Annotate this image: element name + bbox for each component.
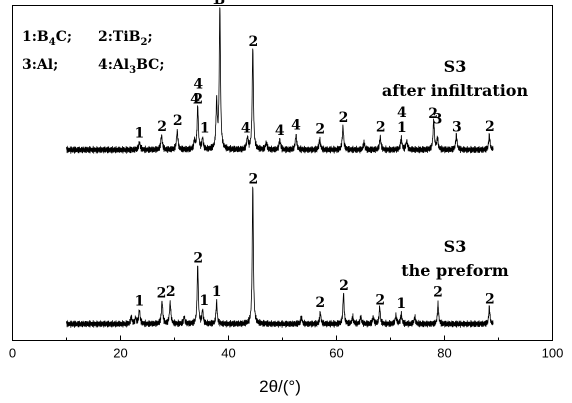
legend-number: 2: bbox=[98, 29, 113, 45]
legend-subscript: 4 bbox=[49, 37, 56, 48]
peak-label: 4 bbox=[397, 105, 407, 121]
peak-label: 1 bbox=[396, 296, 406, 312]
peak-label: 2 bbox=[157, 119, 167, 135]
peak-label: 1 bbox=[135, 125, 145, 141]
xrd-pattern-preform bbox=[66, 186, 494, 329]
x-tick-label: 60 bbox=[329, 346, 343, 361]
x-axis-label: 2θ/(°) bbox=[259, 377, 301, 396]
peak-label: 3 bbox=[433, 111, 443, 127]
peak-label: 3 bbox=[452, 120, 462, 136]
peak-label: 2 bbox=[173, 113, 183, 129]
legend-entry: 3:Al; bbox=[22, 57, 58, 73]
legend-formula-part: B bbox=[37, 29, 49, 45]
legend-entry: 1:B4C; bbox=[22, 29, 72, 48]
peak-label: 4 bbox=[241, 120, 251, 136]
phase-legend: 1:B4C; 2:TiB2;3:Al; 4:Al3BC; bbox=[22, 29, 164, 76]
peak-label: 2 bbox=[339, 110, 349, 126]
peak-label: 2 bbox=[376, 119, 386, 135]
peak-label: 2 bbox=[193, 92, 203, 108]
legend-entry: 2:TiB2; bbox=[98, 29, 153, 48]
peak-label: 2 bbox=[428, 106, 438, 122]
x-tick-label: 80 bbox=[437, 346, 451, 361]
legend-number: 1: bbox=[22, 29, 37, 45]
legend-formula-part: C; bbox=[56, 29, 72, 45]
x-tick-label: 0 bbox=[9, 346, 16, 361]
pattern-title-line: S3 bbox=[444, 237, 467, 256]
peak-label: 1 bbox=[212, 0, 222, 8]
peak-label: 1 bbox=[135, 293, 145, 309]
peak-label: 2 bbox=[485, 291, 495, 307]
legend-formula-part: BC; bbox=[136, 57, 164, 73]
legend-formula-part: TiB bbox=[113, 29, 141, 45]
peak-label: 2 bbox=[166, 284, 176, 300]
legend-number: 3: bbox=[22, 57, 37, 73]
peak-label: 2 bbox=[315, 122, 325, 138]
peak-label: 1 bbox=[397, 120, 407, 136]
plot-frame bbox=[12, 5, 553, 341]
peak-labels: 12244211342442224123321222112222122 bbox=[135, 0, 495, 312]
pattern-title-line: the preform bbox=[401, 261, 509, 280]
legend-entry: 4:Al3BC; bbox=[98, 57, 164, 76]
legend-formula-part: ; bbox=[147, 29, 152, 45]
legend-formula-part: Al bbox=[112, 57, 129, 73]
series-layer bbox=[66, 7, 494, 329]
peak-label: 2 bbox=[193, 250, 203, 266]
peak-label: 1 bbox=[199, 293, 209, 309]
peak-label: 4 bbox=[190, 92, 200, 108]
peak-label: 2 bbox=[339, 278, 349, 294]
peak-label: 3 bbox=[216, 0, 226, 8]
legend-subscript: 2 bbox=[141, 37, 148, 48]
x-tick-label: 100 bbox=[542, 346, 564, 361]
peak-label: 2 bbox=[248, 172, 258, 188]
peak-label: 1 bbox=[200, 121, 210, 137]
pattern-titles: S3 after infiltration S3 the preform bbox=[382, 57, 529, 280]
xrd-pattern-after-infiltration bbox=[66, 7, 494, 154]
peak-label: 2 bbox=[485, 119, 495, 135]
pattern-title-line: after infiltration bbox=[382, 81, 529, 100]
peak-label: 1 bbox=[212, 284, 222, 300]
peak-label: 4 bbox=[275, 123, 285, 139]
peak-label: 2 bbox=[248, 34, 258, 50]
legend-subscript: 3 bbox=[129, 65, 136, 76]
peak-label: 2 bbox=[433, 285, 443, 301]
pattern-title-line: S3 bbox=[444, 57, 467, 76]
legend-formula-part: Al; bbox=[36, 57, 58, 73]
peak-label: 2 bbox=[157, 286, 167, 302]
peak-label: 2 bbox=[375, 292, 385, 308]
peak-label: 4 bbox=[291, 118, 301, 134]
legend-number: 4: bbox=[98, 57, 113, 73]
x-axis: 0 20 40 60 80 100 bbox=[9, 335, 564, 361]
peak-label: 4 bbox=[193, 77, 203, 93]
peak-label: 2 bbox=[315, 295, 325, 311]
x-tick-label: 20 bbox=[113, 346, 127, 361]
x-tick-label: 40 bbox=[221, 346, 235, 361]
